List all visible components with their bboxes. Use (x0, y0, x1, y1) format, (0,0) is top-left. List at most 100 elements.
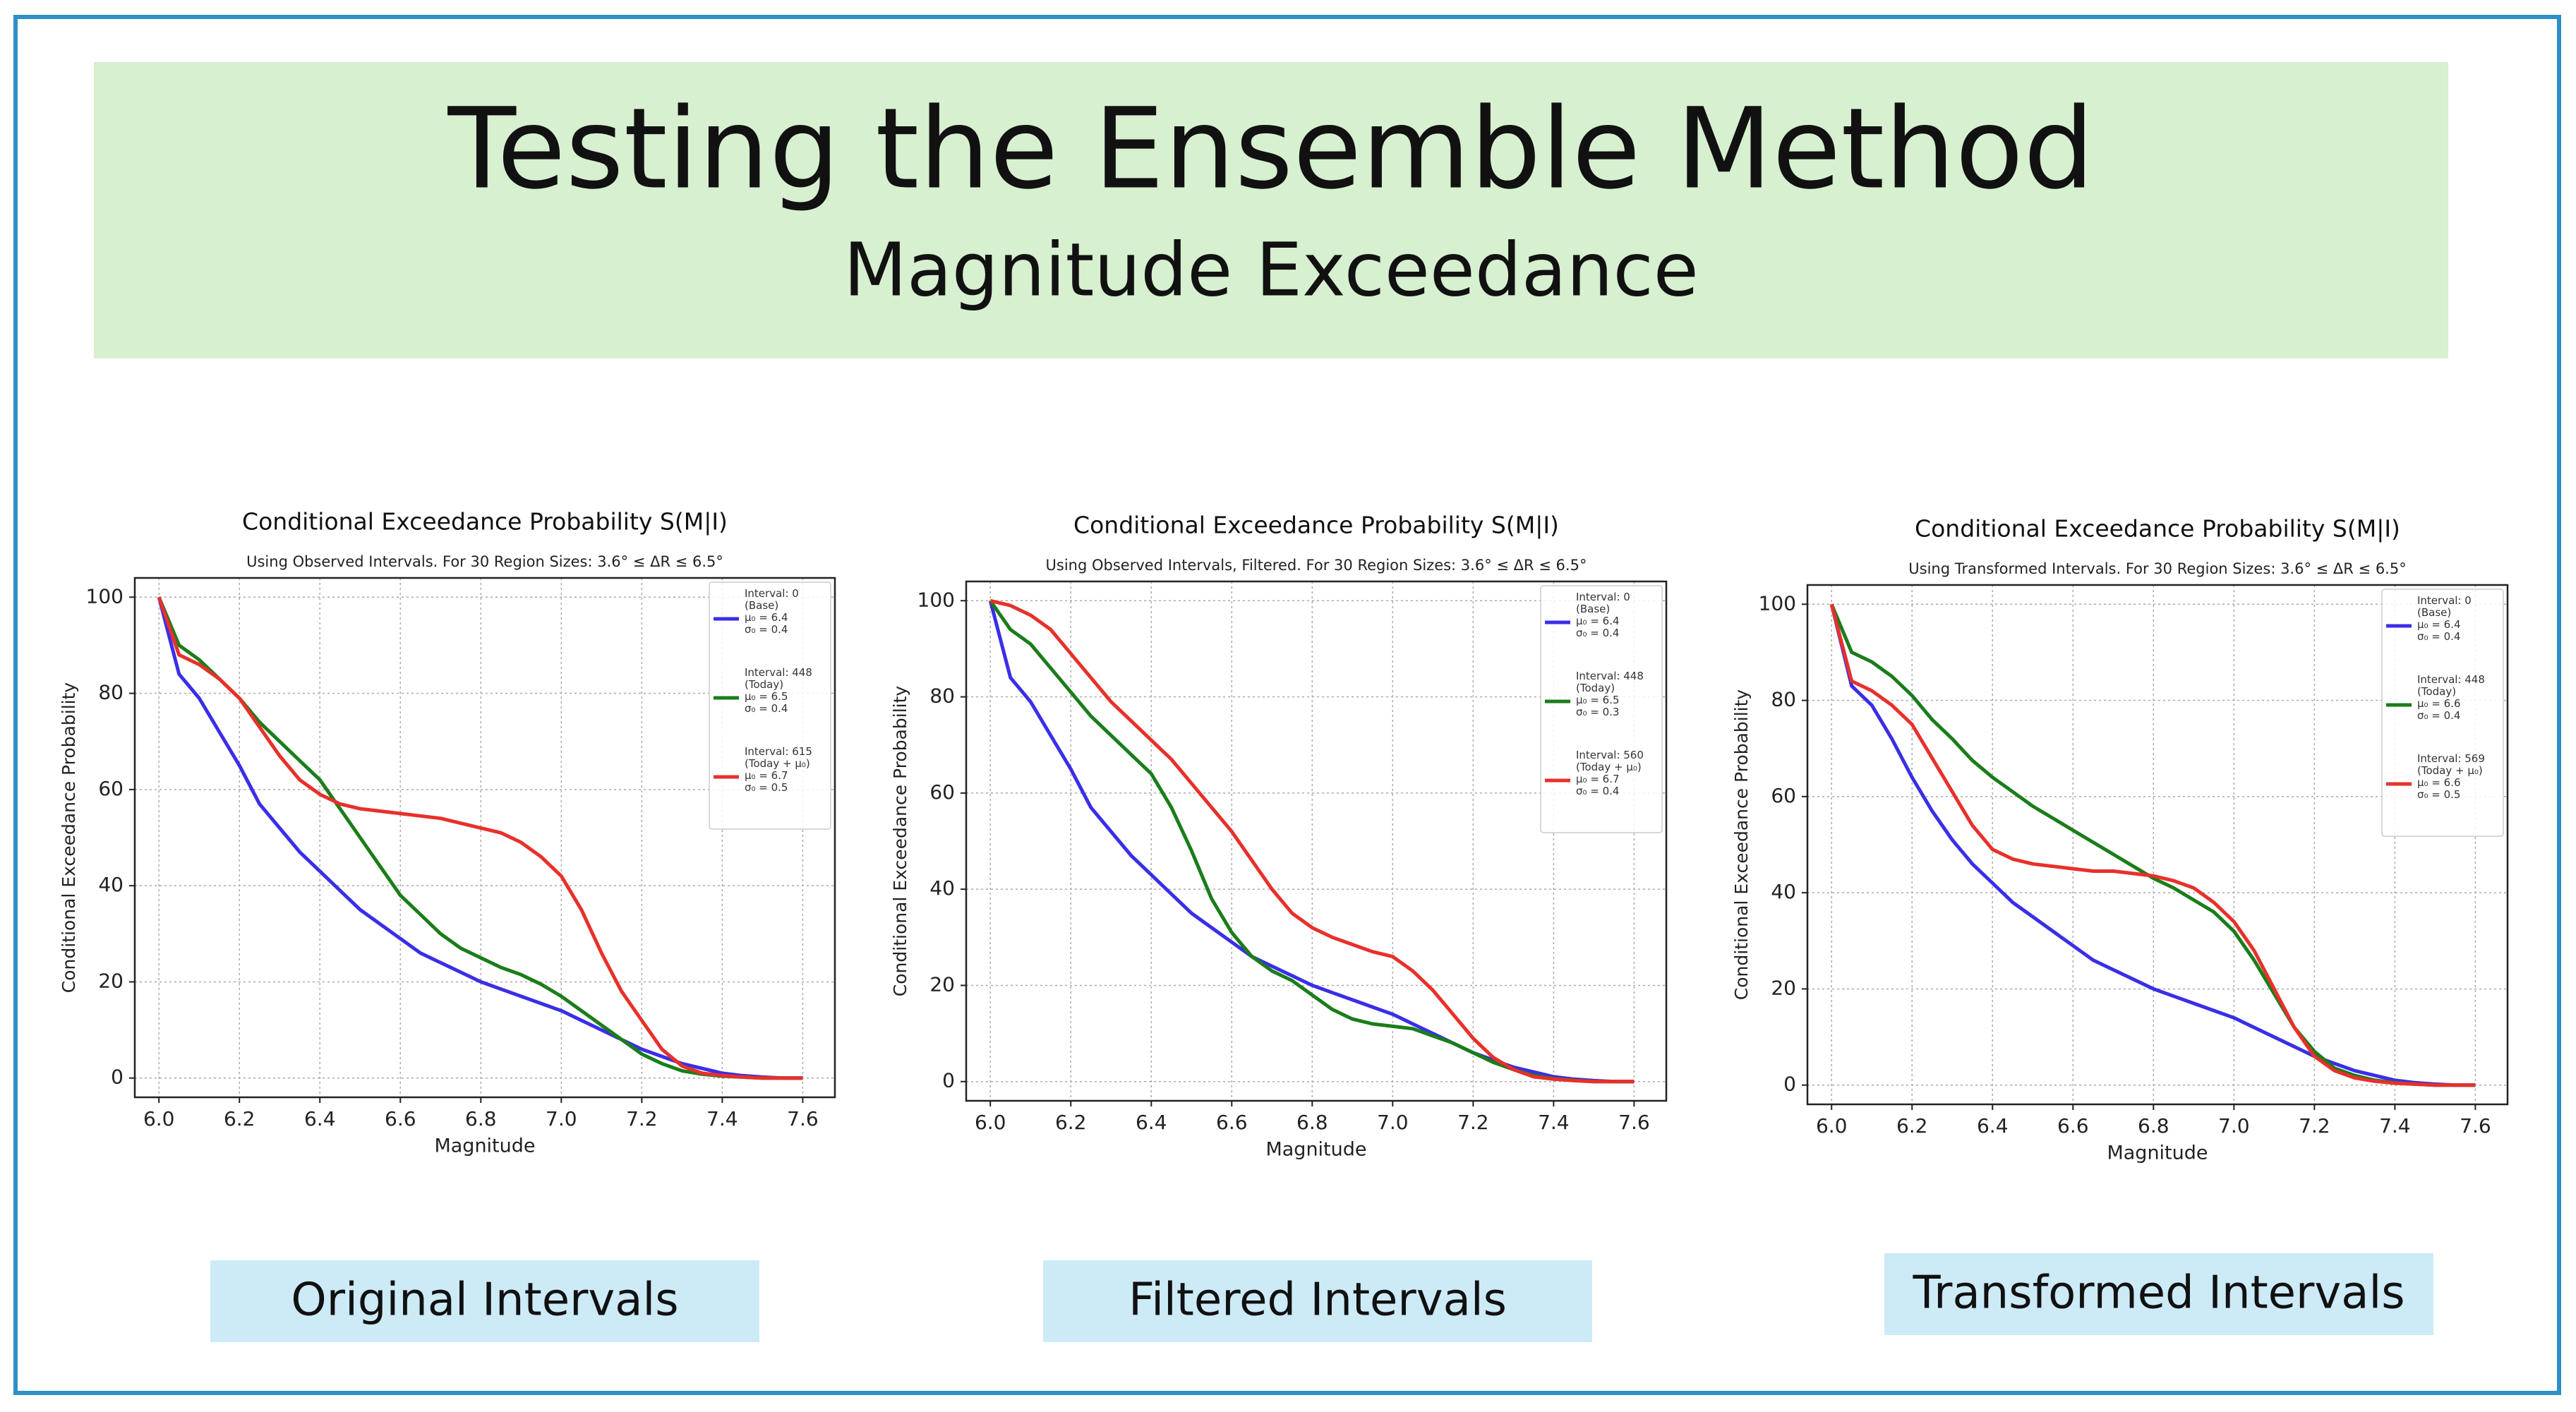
plot-frame (1806, 584, 2509, 1106)
series-line (157, 596, 803, 1080)
caption-box (210, 1260, 759, 1342)
legend-label: Interval: 569 (Today + μ₀) μ₀ = 6.6 σ₀ =… (2417, 753, 2485, 801)
legend-label: Interval: 615 (Today + μ₀) μ₀ = 6.7 σ₀ =… (745, 746, 812, 794)
y-tick-label: 20 (929, 972, 955, 996)
caption: Filtered Intervals (1128, 1274, 1507, 1327)
y-tick-label: 100 (917, 588, 955, 611)
y-axis-label: Conditional Exceedance Probability (1731, 689, 1752, 1001)
y-tick-label: 40 (929, 876, 955, 900)
slide-title: Testing the Ensemble Method (447, 84, 2095, 214)
caption-box (1884, 1253, 2433, 1335)
slide-subtitle: Magnitude Exceedance (843, 227, 1698, 313)
legend-box (709, 581, 831, 830)
series-line (157, 596, 803, 1080)
plot-frame (133, 577, 836, 1099)
x-axis-label: Magnitude (1265, 1139, 1366, 1161)
x-tick-label: 7.4 (2379, 1114, 2411, 1138)
legend-entry: Interval: 448 (Today) μ₀ = 6.5 σ₀ = 0.3 (1576, 670, 1644, 718)
x-tick-label: 6.8 (1296, 1111, 1328, 1134)
y-tick-label: 60 (1771, 784, 1796, 807)
legend-label: Interval: 448 (Today) μ₀ = 6.6 σ₀ = 0.4 (2417, 674, 2485, 722)
y-tick-label: 0 (1783, 1073, 1796, 1096)
caption: Original Intervals (291, 1274, 678, 1327)
y-axis-label: Conditional Exceedance Probability (59, 682, 79, 994)
x-tick-label: 6.6 (1216, 1111, 1248, 1134)
chart-subtitle: Using Transformed Intervals. For 30 Regi… (1908, 560, 2406, 577)
x-tick-label: 7.4 (706, 1107, 738, 1130)
legend-box (1540, 585, 1663, 833)
y-tick-label: 80 (98, 681, 124, 704)
legend-entry: Interval: 0 (Base) μ₀ = 6.4 σ₀ = 0.4 (745, 588, 799, 636)
chart: Conditional Exceedance Probability S(M|I… (59, 508, 836, 1157)
y-tick-label: 100 (86, 584, 124, 608)
x-tick-label: 7.6 (787, 1107, 819, 1130)
x-tick-label: 7.0 (1377, 1111, 1409, 1134)
series-line (157, 596, 803, 1080)
x-tick-label: 7.2 (2299, 1114, 2330, 1138)
y-tick-label: 80 (1771, 688, 1796, 711)
y-tick-label: 0 (111, 1066, 124, 1089)
legend-entry: Interval: 0 (Base) μ₀ = 6.4 σ₀ = 0.4 (1576, 591, 1630, 639)
y-tick-label: 20 (98, 969, 124, 992)
y-tick-label: 40 (1771, 880, 1796, 903)
y-tick-label: 60 (98, 777, 124, 800)
series-line (989, 598, 1635, 1084)
x-tick-label: 6.4 (304, 1107, 336, 1130)
caption: Transformed Intervals (1912, 1267, 2405, 1320)
x-tick-label: 6.0 (975, 1111, 1006, 1134)
legend-entry: Interval: 0 (Base) μ₀ = 6.4 σ₀ = 0.4 (2417, 595, 2472, 643)
chart-subtitle: Using Observed Intervals. For 30 Region … (246, 553, 723, 570)
x-tick-label: 7.2 (626, 1107, 658, 1130)
x-tick-label: 7.4 (1538, 1111, 1570, 1134)
series-line (1829, 603, 2476, 1087)
legend-label: Interval: 0 (Base) μ₀ = 6.4 σ₀ = 0.4 (1576, 591, 1630, 639)
x-tick-label: 7.0 (2218, 1114, 2250, 1138)
y-tick-label: 20 (1771, 976, 1796, 999)
slide-border (13, 15, 2561, 1395)
legend-label: Interval: 560 (Today + μ₀) μ₀ = 6.7 σ₀ =… (1576, 749, 1644, 797)
x-tick-label: 6.6 (385, 1107, 416, 1130)
legend-entry: Interval: 615 (Today + μ₀) μ₀ = 6.7 σ₀ =… (745, 746, 812, 794)
chart-title: Conditional Exceedance Probability S(M|I… (1915, 515, 2400, 543)
series-line (988, 600, 1635, 1084)
x-tick-label: 7.6 (2460, 1114, 2491, 1138)
header-box (94, 62, 2448, 358)
x-tick-label: 7.0 (546, 1107, 577, 1130)
x-tick-label: 7.6 (1618, 1111, 1650, 1134)
legend-box (2381, 589, 2504, 837)
x-tick-label: 6.2 (224, 1107, 255, 1130)
legend-entry: Interval: 448 (Today) μ₀ = 6.5 σ₀ = 0.4 (745, 667, 812, 715)
legend-label: Interval: 448 (Today) μ₀ = 6.5 σ₀ = 0.3 (1576, 670, 1644, 718)
y-tick-label: 40 (98, 873, 124, 896)
y-tick-label: 0 (942, 1069, 955, 1092)
x-tick-label: 6.4 (1977, 1114, 2009, 1138)
legend-label: Interval: 0 (Base) μ₀ = 6.4 σ₀ = 0.4 (2417, 595, 2472, 643)
legend-entry: Interval: 569 (Today + μ₀) μ₀ = 6.6 σ₀ =… (2417, 753, 2485, 801)
x-tick-label: 6.8 (465, 1107, 497, 1130)
x-tick-label: 6.4 (1136, 1111, 1167, 1134)
y-tick-label: 80 (929, 684, 955, 708)
x-axis-label: Magnitude (2107, 1142, 2208, 1164)
legend-label: Interval: 448 (Today) μ₀ = 6.5 σ₀ = 0.4 (745, 667, 812, 715)
chart-subtitle: Using Observed Intervals, Filtered. For … (1046, 557, 1587, 574)
chart: Conditional Exceedance Probability S(M|I… (890, 512, 1668, 1161)
legend-entry: Interval: 560 (Today + μ₀) μ₀ = 6.7 σ₀ =… (1576, 749, 1644, 797)
series-line (1829, 603, 2476, 1087)
x-tick-label: 6.2 (1055, 1111, 1087, 1134)
x-tick-label: 6.0 (143, 1107, 175, 1130)
x-tick-label: 6.0 (1816, 1114, 1848, 1138)
x-tick-label: 6.2 (1896, 1114, 1928, 1138)
caption-box (1043, 1260, 1592, 1342)
y-tick-label: 100 (1759, 591, 1796, 615)
chart-title: Conditional Exceedance Probability S(M|I… (1073, 512, 1559, 539)
chart-title: Conditional Exceedance Probability S(M|I… (242, 508, 728, 536)
plot-frame (965, 580, 1668, 1102)
x-tick-label: 6.6 (2057, 1114, 2089, 1138)
legend-entry: Interval: 448 (Today) μ₀ = 6.6 σ₀ = 0.4 (2417, 674, 2485, 722)
y-tick-label: 60 (929, 780, 955, 804)
x-tick-label: 6.8 (2138, 1114, 2169, 1138)
chart: Conditional Exceedance Probability S(M|I… (1731, 515, 2509, 1164)
x-tick-label: 7.2 (1457, 1111, 1489, 1134)
legend-label: Interval: 0 (Base) μ₀ = 6.4 σ₀ = 0.4 (745, 588, 799, 636)
